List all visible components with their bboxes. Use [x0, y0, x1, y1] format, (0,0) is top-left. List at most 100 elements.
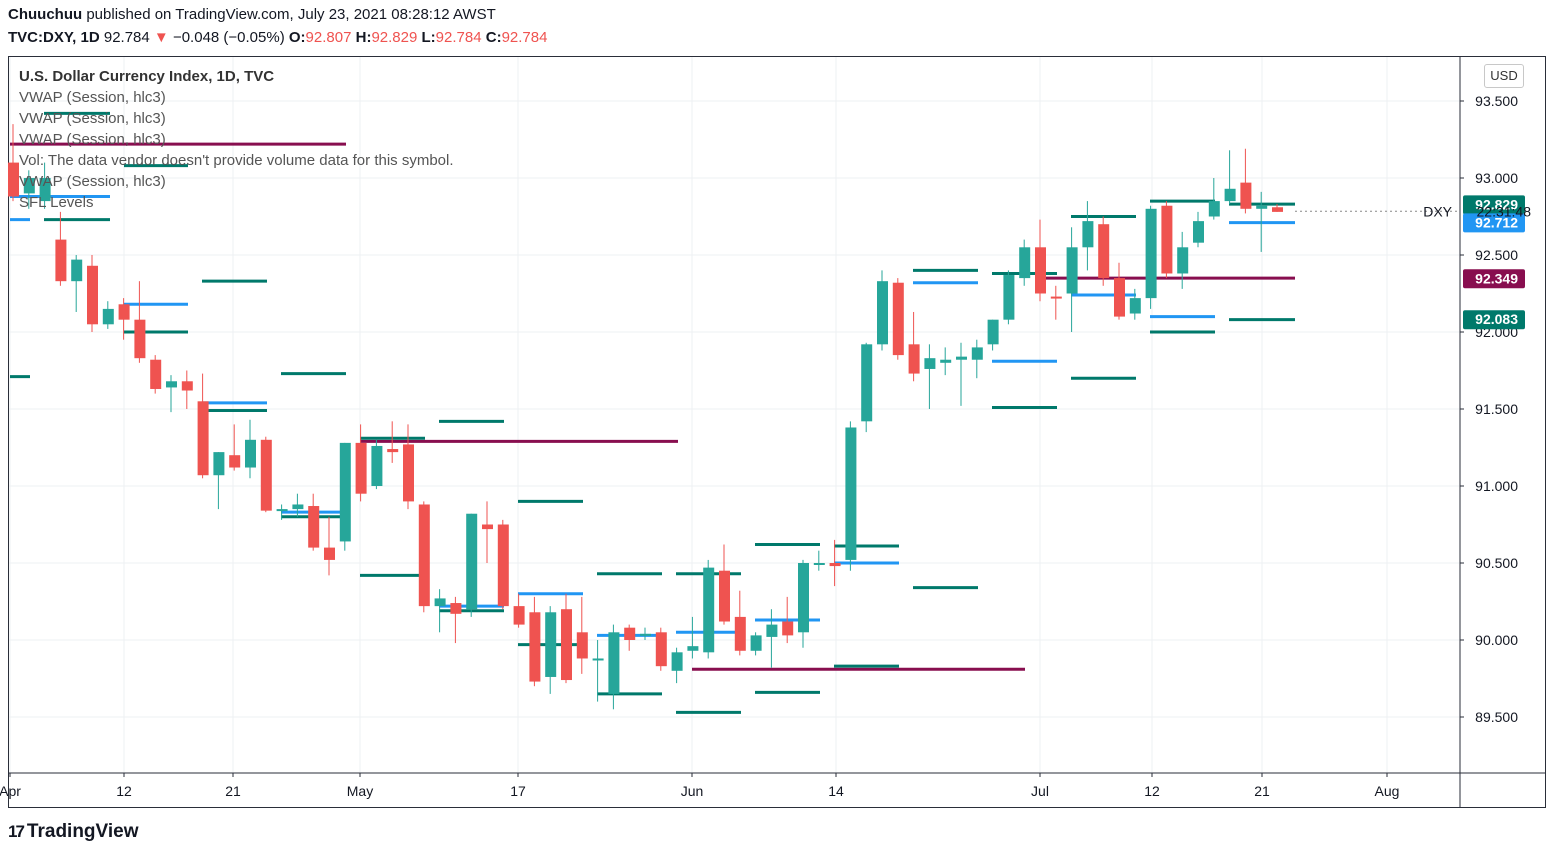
price-badge	[1463, 195, 1525, 215]
indicator-legend-1[interactable]: VWAP (Session, hlc3)	[19, 89, 166, 106]
indicator-legend-3[interactable]: VWAP (Session, hlc3)	[19, 131, 166, 148]
y-tick-label: 90.000	[1475, 632, 1518, 648]
low-value: 92.784	[435, 29, 482, 46]
x-tick-label: 12	[116, 783, 132, 799]
down-arrow-icon: ▼	[153, 29, 169, 46]
price-change: −0.048 (−0.05%)	[172, 29, 285, 46]
tradingview-logo[interactable]: 17 TradingView	[8, 821, 139, 843]
candle-body	[1066, 247, 1078, 294]
candle-body	[719, 570, 730, 622]
candle-body	[1256, 205, 1268, 209]
high-value: 92.829	[371, 29, 418, 46]
candle-body	[339, 442, 351, 542]
author-name[interactable]: Chuuchuu	[8, 6, 83, 23]
candle-body	[150, 359, 162, 389]
candle-body	[102, 308, 114, 325]
candle-body	[734, 616, 746, 651]
candle-body	[1145, 208, 1157, 299]
candle-body	[466, 513, 478, 610]
candle-body	[8, 162, 19, 197]
candle-body	[324, 547, 335, 560]
candle-body	[1208, 201, 1220, 217]
candle-body	[1019, 247, 1031, 279]
candle-body	[1129, 298, 1141, 314]
candle-body	[576, 632, 588, 659]
y-tick-label: 90.500	[1475, 555, 1518, 571]
candle-body	[181, 381, 193, 391]
candle-body	[1098, 224, 1110, 279]
countdown-label: 22:31:48	[1477, 203, 1532, 219]
last-price: 92.784	[103, 29, 150, 46]
candle-body	[877, 281, 888, 345]
candle-body	[640, 633, 651, 636]
chart-frame	[8, 56, 1546, 808]
x-tick-label: 21	[225, 783, 241, 799]
candle-body	[355, 442, 367, 494]
candle-body	[213, 452, 225, 476]
candle-body	[292, 504, 304, 510]
candle-body	[276, 509, 288, 512]
price-badge-label: 92.829	[1475, 196, 1518, 212]
chart-title: U.S. Dollar Currency Index, 1D, TVC	[19, 68, 275, 85]
candle-body	[971, 347, 983, 360]
candle-body	[592, 658, 604, 661]
x-tick-label: 12	[1144, 783, 1160, 799]
candle-body	[118, 304, 130, 320]
candle-body	[371, 445, 383, 486]
candle-body	[940, 359, 952, 363]
y-tick-label: 89.500	[1475, 709, 1518, 725]
candle-body	[861, 344, 873, 422]
volume-legend[interactable]: Vol: The data vendor doesn't provide vol…	[19, 152, 454, 169]
candle-body	[924, 358, 936, 369]
candle-body	[23, 178, 35, 194]
logo-text: TradingView	[26, 821, 139, 842]
candle-body	[403, 444, 414, 502]
x-tick-label: 14	[828, 783, 844, 799]
y-tick-label: 93.500	[1475, 93, 1518, 109]
candle-body	[892, 282, 904, 356]
candle-body	[1035, 247, 1046, 294]
candle-body	[166, 381, 177, 388]
candle-body	[529, 612, 541, 682]
x-tick-label: Jun	[681, 783, 704, 799]
candle-body	[561, 609, 572, 681]
y-tick-label: 93.000	[1475, 170, 1518, 186]
candle-body	[1003, 275, 1015, 320]
candle-body	[687, 646, 699, 651]
currency-button[interactable]: USD	[1484, 64, 1524, 88]
candle-body	[197, 401, 209, 476]
x-tick-label: May	[347, 783, 373, 799]
candle-body	[1050, 296, 1062, 299]
publish-line: Chuuchuu published on TradingView.com, J…	[8, 6, 496, 23]
candle-body	[1193, 221, 1204, 243]
candle-body	[766, 624, 778, 637]
candle-body	[671, 652, 683, 671]
publish-info: published on TradingView.com, July 23, 2…	[86, 6, 496, 23]
tradingview-logo-icon: 17	[8, 822, 25, 841]
candle-body	[798, 563, 809, 633]
low-label: L:	[421, 29, 436, 46]
candle-body	[703, 567, 715, 653]
candle-body	[845, 427, 857, 560]
y-tick-label: 91.500	[1475, 401, 1518, 417]
candle-body	[1240, 182, 1252, 209]
candle-body	[829, 563, 841, 567]
indicator-legend-2[interactable]: VWAP (Session, hlc3)	[19, 110, 166, 127]
candle-body	[956, 356, 967, 360]
close-label: C:	[485, 29, 502, 46]
symbol-tag: DXY	[1423, 203, 1452, 219]
candle-body	[87, 265, 98, 325]
candle-body	[624, 627, 636, 640]
price-badge-label: 92.349	[1475, 270, 1518, 286]
indicator-legend-6[interactable]: SFL Levels	[19, 194, 94, 211]
candle-body	[434, 598, 446, 607]
candle-body	[418, 504, 430, 607]
candle-body	[55, 239, 67, 282]
candle-body	[39, 178, 51, 202]
indicator-legend-5[interactable]: VWAP (Session, hlc3)	[19, 173, 166, 190]
high-label: H:	[355, 29, 372, 46]
symbol-label: TVC:DXY, 1D	[8, 29, 100, 46]
candle-body	[260, 439, 272, 511]
price-badge-label: 92.083	[1475, 311, 1518, 327]
